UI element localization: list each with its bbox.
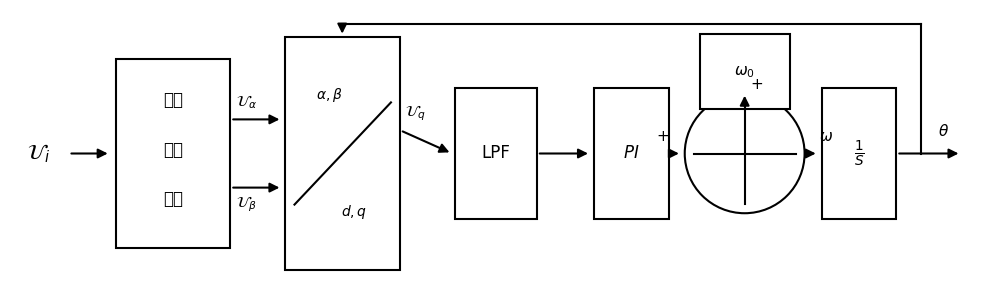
Text: LPF: LPF xyxy=(482,145,510,162)
Text: $\frac{1}{S}$: $\frac{1}{S}$ xyxy=(854,138,864,169)
Bar xyxy=(285,37,400,270)
Bar xyxy=(594,88,669,219)
Bar xyxy=(116,59,230,248)
Bar xyxy=(455,88,537,219)
Text: $\omega$: $\omega$ xyxy=(819,129,834,144)
Text: $PI$: $PI$ xyxy=(623,145,640,162)
Text: 正交: 正交 xyxy=(163,91,183,110)
Text: $\omega_0$: $\omega_0$ xyxy=(734,64,755,80)
Text: $\alpha,\beta$: $\alpha,\beta$ xyxy=(316,87,342,104)
Text: $\boldsymbol{\mathcal{U}}_\alpha$: $\boldsymbol{\mathcal{U}}_\alpha$ xyxy=(236,94,258,111)
Text: 相量: 相量 xyxy=(163,141,183,159)
Text: $\boldsymbol{\mathcal{U}}_i$: $\boldsymbol{\mathcal{U}}_i$ xyxy=(27,142,50,165)
Text: $\theta$: $\theta$ xyxy=(938,122,949,138)
Text: $d,q$: $d,q$ xyxy=(341,203,367,220)
Text: $\boldsymbol{\mathcal{U}}_q$: $\boldsymbol{\mathcal{U}}_q$ xyxy=(405,104,426,123)
Bar xyxy=(700,34,790,109)
Text: 产生: 产生 xyxy=(163,190,183,208)
Bar xyxy=(822,88,896,219)
Text: +: + xyxy=(750,77,763,92)
Text: $\boldsymbol{\mathcal{U}}_\beta$: $\boldsymbol{\mathcal{U}}_\beta$ xyxy=(236,195,257,214)
Text: +: + xyxy=(656,129,669,144)
